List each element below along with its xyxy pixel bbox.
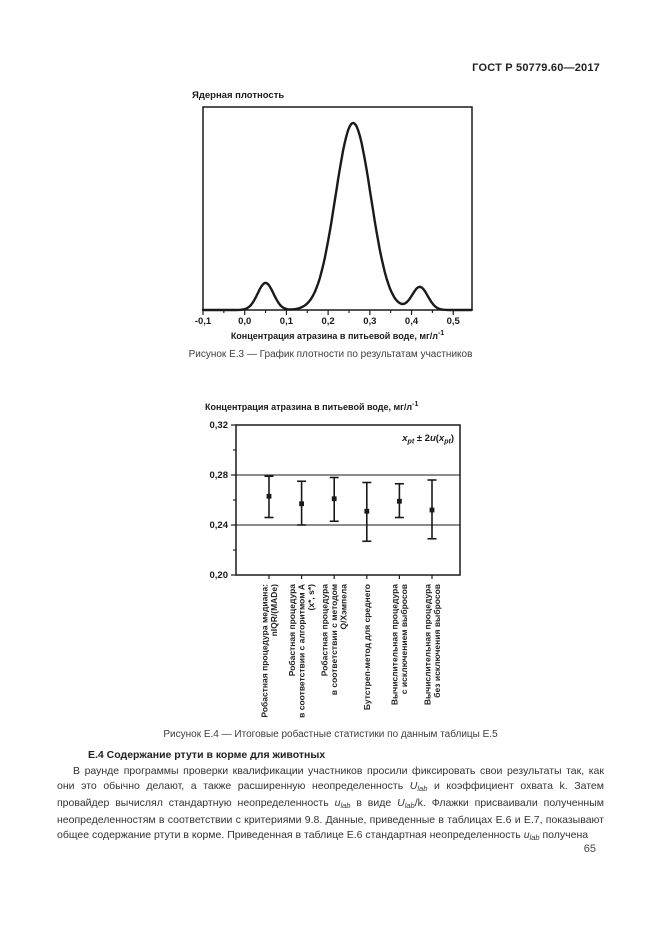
x-tick-label: 0,0 (238, 316, 251, 327)
y-tick-label: 0,20 (210, 570, 229, 581)
data-point-marker (429, 507, 435, 513)
y-tick-label: 0,28 (210, 470, 229, 481)
x-category-label: в соответствии с алгоритмом А (297, 584, 307, 718)
x-category-label: Робастная процедура медиана: (259, 584, 269, 718)
x-tick-label: 0,4 (405, 316, 419, 327)
y-tick-label: 0,32 (210, 420, 229, 431)
x-category-label: nIQR/(MADe) (269, 584, 279, 637)
x-tick-label: 0,1 (280, 316, 294, 327)
x-category-label: (x*, s*) (306, 584, 316, 611)
data-point-marker (397, 498, 402, 504)
density-chart-svg: Ядерная плотность -0,1 0,0 0,1 0,2 0,3 0,4 0,5К… (192, 90, 473, 341)
x-tick-label: 0,2 (322, 316, 335, 327)
x-category-label: без исключения выбросов (432, 584, 442, 698)
errorbar-chart-title: Концентрация атразина в питьевой воде, м… (205, 401, 418, 412)
data-point-marker (331, 496, 337, 502)
figure-e3-caption: Рисунок Е.3 — График плотности по резуль… (188, 349, 473, 360)
x-category-label: Q/Хэмпела (339, 584, 349, 630)
x-category-label: в соответствии с методом (329, 584, 339, 695)
x-category-label: Вычислительная процедура (422, 584, 432, 705)
data-point-marker (266, 493, 272, 499)
x-category-label: с исключением выбросов (399, 584, 409, 694)
x-category-label: Вычислительная процедура (390, 584, 400, 705)
data-point-marker (364, 508, 370, 514)
body-paragraph: В раунде программы проверки квалификации… (57, 765, 604, 842)
y-tick-label: 0,24 (210, 520, 229, 531)
legend-label: xpt ± 2u(xpt) (401, 433, 454, 446)
figure-e4-caption: Рисунок Е.4 — Итоговые робастные статист… (163, 729, 498, 740)
section-heading: Е.4 Содержание ртути в корме для животны… (88, 749, 326, 761)
plot-frame (202, 106, 473, 311)
page-number: 65 (583, 843, 596, 855)
x-category-label: Робастная процедура (287, 584, 297, 676)
errorbar-chart-svg: Концентрация атразина в питьевой воде, м… (205, 401, 461, 718)
density-chart-title: Ядерная плотность (192, 90, 284, 101)
x-tick-label: -0,1 (195, 316, 212, 327)
x-category-label: Бутстреп-метод для среднего (362, 584, 372, 710)
density-curve (201, 121, 473, 312)
document-header: ГОСТ Р 50779.60—2017 (472, 62, 600, 74)
x-tick-label: 0,5 (447, 316, 461, 327)
x-tick-label: 0,3 (363, 316, 376, 327)
density-chart-xlabel: Концентрация атразина в питьевой воде, м… (231, 330, 444, 341)
data-point-marker (299, 501, 304, 507)
x-category-label: Робастная процедура (320, 584, 330, 676)
